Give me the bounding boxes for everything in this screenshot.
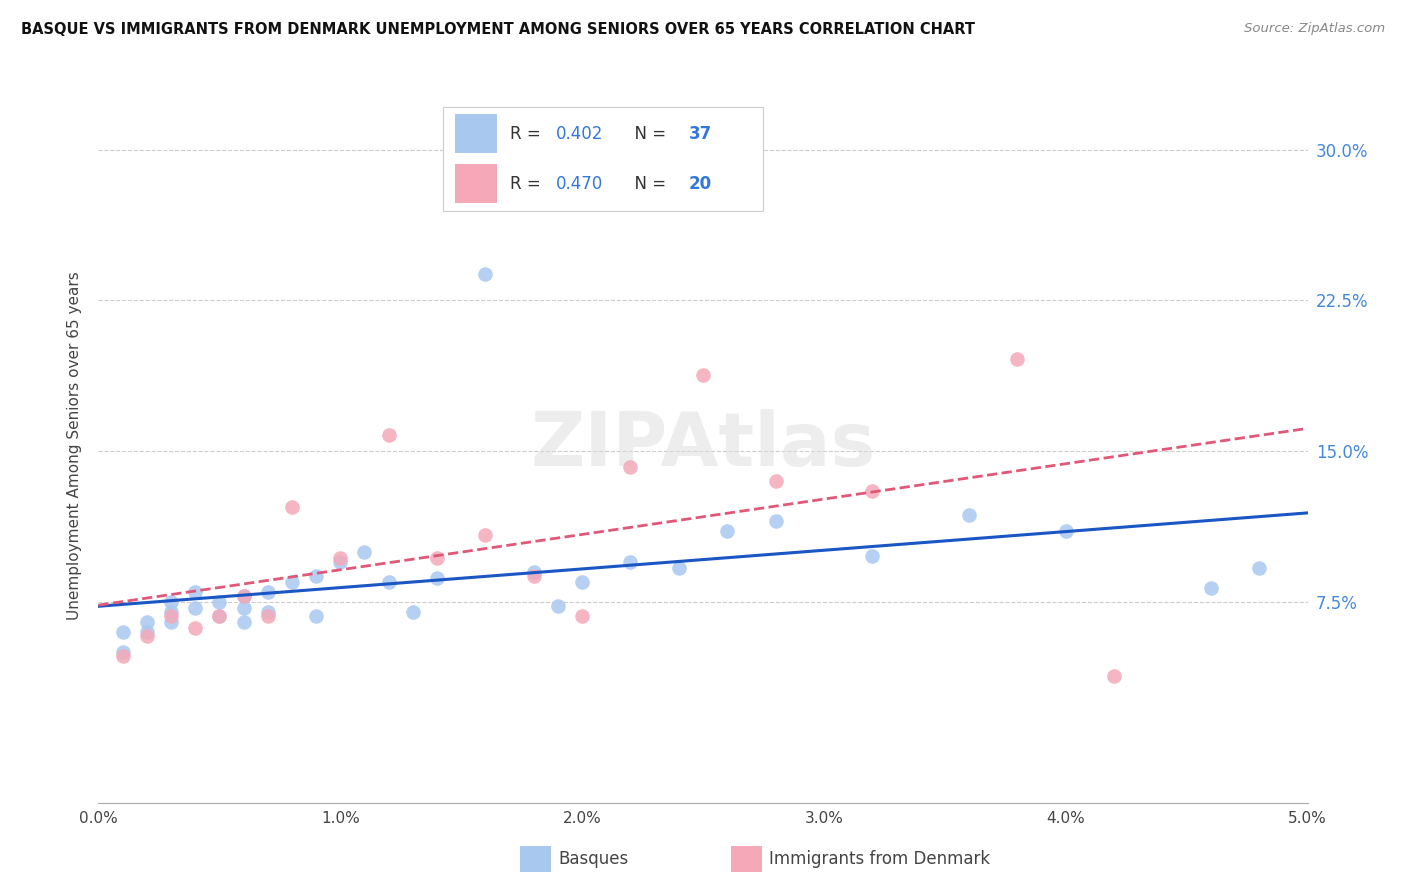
FancyBboxPatch shape bbox=[443, 107, 763, 211]
Point bbox=[402, 605, 425, 619]
Point bbox=[1007, 351, 1029, 366]
Point bbox=[135, 615, 157, 629]
Text: 0.402: 0.402 bbox=[555, 125, 603, 143]
Point bbox=[160, 605, 183, 619]
Point bbox=[111, 645, 134, 659]
Point bbox=[232, 600, 254, 615]
Point bbox=[957, 508, 980, 523]
Point bbox=[329, 550, 352, 565]
Point bbox=[426, 571, 449, 585]
Point bbox=[474, 528, 496, 542]
Point bbox=[523, 565, 546, 579]
Text: R =: R = bbox=[509, 175, 546, 193]
Point bbox=[619, 460, 641, 475]
Text: ZIPAtlas: ZIPAtlas bbox=[530, 409, 876, 483]
Point bbox=[1054, 524, 1077, 539]
Text: N =: N = bbox=[624, 175, 672, 193]
Text: N =: N = bbox=[624, 125, 672, 143]
Point bbox=[256, 608, 278, 623]
Point bbox=[329, 555, 352, 569]
Point bbox=[1199, 581, 1222, 595]
Point bbox=[377, 428, 399, 442]
Text: BASQUE VS IMMIGRANTS FROM DENMARK UNEMPLOYMENT AMONG SENIORS OVER 65 YEARS CORRE: BASQUE VS IMMIGRANTS FROM DENMARK UNEMPL… bbox=[21, 22, 976, 37]
Point bbox=[305, 568, 328, 582]
Point bbox=[305, 608, 328, 623]
Point bbox=[208, 608, 231, 623]
Point bbox=[474, 267, 496, 281]
Point bbox=[111, 648, 134, 663]
Point bbox=[232, 615, 254, 629]
Point bbox=[184, 621, 207, 635]
Point bbox=[1249, 560, 1271, 574]
Point bbox=[160, 608, 183, 623]
Point bbox=[135, 629, 157, 643]
Text: 0.470: 0.470 bbox=[555, 175, 603, 193]
Point bbox=[765, 474, 787, 488]
Point bbox=[523, 568, 546, 582]
Point bbox=[860, 484, 883, 499]
Point bbox=[668, 560, 690, 574]
Text: R =: R = bbox=[509, 125, 546, 143]
Point bbox=[256, 584, 278, 599]
Point bbox=[765, 515, 787, 529]
Point bbox=[232, 589, 254, 603]
Point bbox=[208, 608, 231, 623]
Point bbox=[619, 555, 641, 569]
Point bbox=[160, 595, 183, 609]
Point bbox=[184, 600, 207, 615]
Point bbox=[135, 624, 157, 639]
Point bbox=[256, 605, 278, 619]
Point bbox=[184, 584, 207, 599]
Point bbox=[571, 574, 593, 589]
Point bbox=[716, 524, 738, 539]
Point bbox=[692, 368, 714, 382]
Point bbox=[160, 615, 183, 629]
Point bbox=[377, 574, 399, 589]
Point bbox=[208, 595, 231, 609]
FancyBboxPatch shape bbox=[456, 164, 498, 203]
Y-axis label: Unemployment Among Seniors over 65 years: Unemployment Among Seniors over 65 years bbox=[67, 272, 83, 620]
Point bbox=[281, 574, 304, 589]
Point bbox=[1102, 669, 1125, 683]
Point bbox=[353, 544, 375, 558]
Text: Basques: Basques bbox=[558, 850, 628, 868]
Point bbox=[232, 589, 254, 603]
Point bbox=[860, 549, 883, 563]
FancyBboxPatch shape bbox=[456, 114, 498, 153]
Point bbox=[426, 550, 449, 565]
Text: 37: 37 bbox=[689, 125, 711, 143]
Point bbox=[547, 599, 569, 613]
Text: Immigrants from Denmark: Immigrants from Denmark bbox=[769, 850, 990, 868]
Point bbox=[571, 608, 593, 623]
Text: 20: 20 bbox=[689, 175, 711, 193]
Text: Source: ZipAtlas.com: Source: ZipAtlas.com bbox=[1244, 22, 1385, 36]
Point bbox=[281, 500, 304, 515]
Point bbox=[111, 624, 134, 639]
